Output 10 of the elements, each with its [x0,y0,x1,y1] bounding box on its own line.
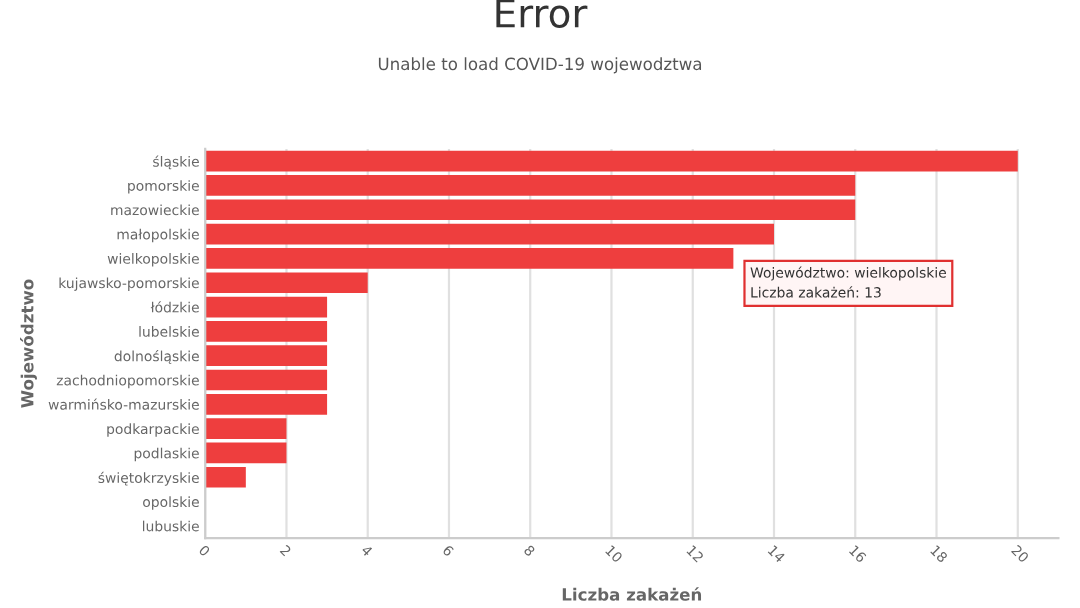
bar [205,466,246,488]
bar [205,369,328,391]
y-axis-title: Województwo [20,279,37,408]
x-axis-title: Liczba zakażeń [562,587,702,601]
bar [205,223,774,245]
bar [205,442,287,464]
bar [205,150,1018,172]
bar [205,296,328,318]
chart-subtitle: Unable to load COVID-19 wojewodztwa [378,57,702,74]
chart-title: Error [496,0,588,28]
